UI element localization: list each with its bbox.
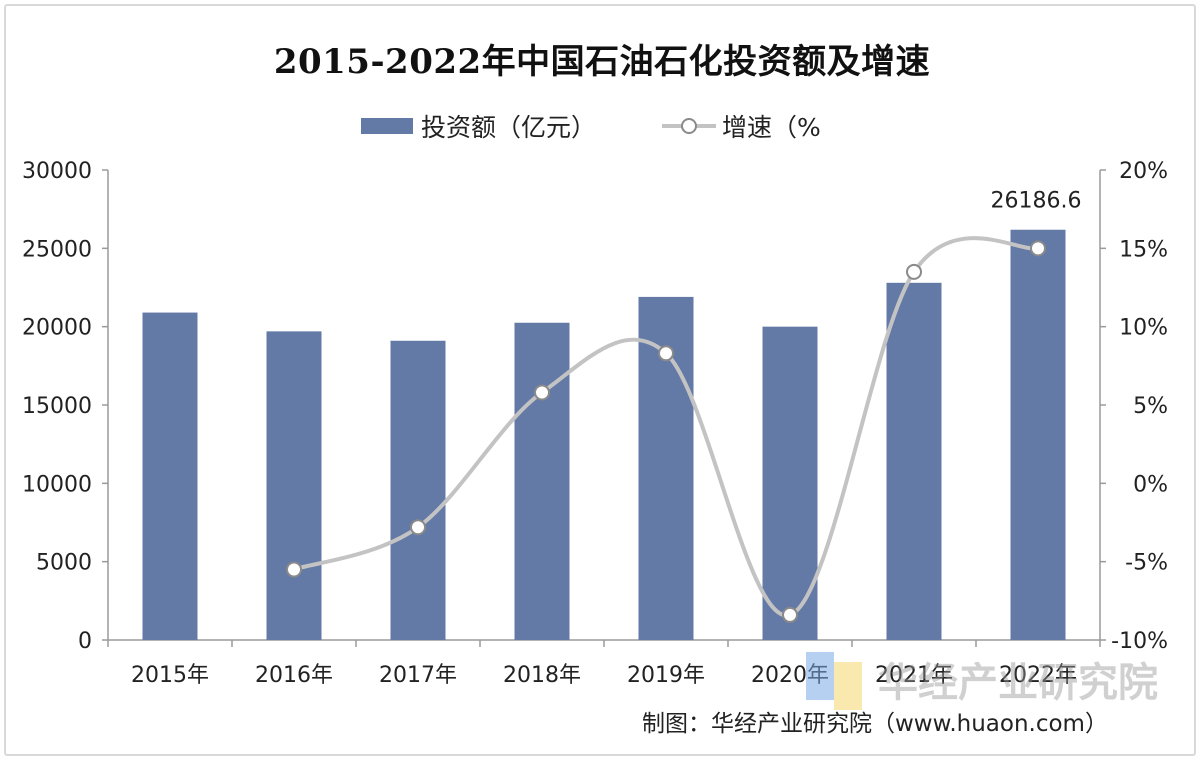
chart-title: 2015-2022年中国石油石化投资额及增速	[273, 42, 931, 82]
x-tick-label: 2019年	[627, 663, 705, 688]
right-tick-label: 15%	[1119, 237, 1168, 262]
chart-frame	[4, 4, 1196, 756]
left-tick-label: 0	[78, 629, 92, 654]
bar	[762, 326, 818, 640]
growth-point	[410, 519, 426, 536]
x-tick-label: 2016年	[255, 663, 333, 688]
legend-marker	[681, 118, 697, 134]
x-tick-label: 2021年	[875, 663, 953, 688]
left-tick-label: 20000	[22, 316, 92, 341]
watermark-text: 华经产业研究院	[878, 660, 1158, 706]
right-tick-label: 20%	[1119, 159, 1168, 184]
watermark-logo	[834, 662, 862, 710]
axes: 0 5000 10000 15000 20000 25000 30000 -10% -5% 0% 5…	[22, 159, 1168, 688]
bar-series	[142, 229, 1066, 640]
x-tick-label: 2022年	[999, 663, 1077, 688]
left-tick-label: 10000	[22, 472, 92, 497]
legend-swatch-bar	[361, 118, 413, 134]
right-tick-label: 0%	[1133, 472, 1168, 497]
x-tick-label: 2017年	[379, 663, 457, 688]
bar	[266, 331, 322, 640]
left-tick-label: 15000	[22, 394, 92, 419]
right-tick-label: 10%	[1119, 316, 1168, 341]
left-tick-label: 5000	[36, 551, 92, 576]
legend-label-line: 增速（%	[722, 113, 821, 142]
bar	[142, 312, 198, 640]
bar	[514, 322, 570, 640]
growth-point	[534, 384, 550, 401]
growth-point	[1030, 240, 1046, 257]
left-tick-label: 25000	[22, 237, 92, 262]
right-tick-label: -5%	[1125, 551, 1168, 576]
source-note: 制图：华经产业研究院（www.huaon.com）	[642, 711, 1108, 737]
legend-label-bar: 投资额（亿元）	[421, 113, 596, 142]
growth-point	[906, 263, 922, 280]
bar	[886, 282, 942, 640]
x-tick-label: 2015年	[131, 663, 209, 688]
left-tick-label: 30000	[22, 159, 92, 184]
right-tick-label: 5%	[1133, 394, 1168, 419]
growth-point	[658, 345, 674, 362]
growth-point	[782, 606, 798, 623]
watermark-logo	[806, 652, 834, 700]
right-tick-label: -10%	[1111, 629, 1168, 654]
data-label: 26186.6	[991, 189, 1082, 214]
growth-point	[286, 561, 302, 578]
bar	[1010, 229, 1066, 640]
legend: 投资额（亿元） 增速（%	[361, 113, 821, 142]
line-series	[286, 236, 1046, 623]
bar	[390, 340, 446, 640]
data-labels: 26186.6	[806, 189, 1081, 710]
x-tick-label: 2018年	[503, 663, 581, 688]
